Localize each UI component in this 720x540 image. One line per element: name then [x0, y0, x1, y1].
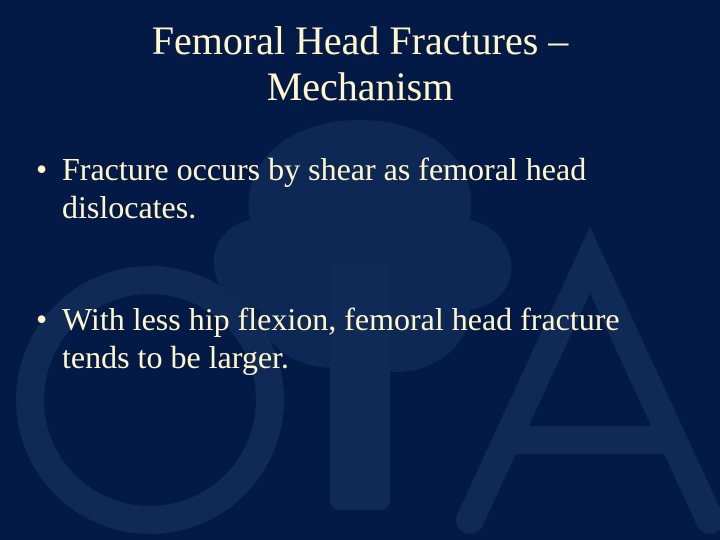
slide: Femoral Head Fractures – Mechanism Fract…	[0, 0, 720, 540]
title-line-1: Femoral Head Fractures –	[152, 18, 569, 63]
bullet-text-line: tends to be larger.	[62, 339, 289, 375]
bullet-item: With less hip flexion, femoral head frac…	[34, 300, 680, 377]
bullet-text-line: dislocates.	[62, 189, 196, 225]
bullet-text-line: With less hip flexion, femoral head frac…	[62, 301, 620, 337]
bullet-item: Fracture occurs by shear as femoral head…	[34, 150, 680, 227]
slide-content: Femoral Head Fractures – Mechanism Fract…	[0, 0, 720, 110]
bullet-text-line: Fracture occurs by shear as femoral head	[62, 151, 586, 187]
title-line-2: Mechanism	[267, 64, 454, 109]
slide-title: Femoral Head Fractures – Mechanism	[0, 0, 720, 110]
